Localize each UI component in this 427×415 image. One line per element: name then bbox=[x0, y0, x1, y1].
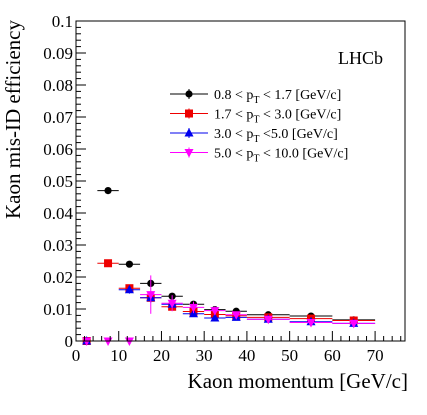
data-point bbox=[246, 315, 290, 325]
series-3 bbox=[76, 275, 376, 346]
x-tick-label: 10 bbox=[110, 346, 127, 365]
point-marker bbox=[124, 337, 134, 346]
data-point bbox=[182, 301, 205, 314]
y-tick-label: 0.02 bbox=[43, 268, 73, 287]
x-tick-label: 50 bbox=[281, 346, 298, 365]
data-point bbox=[204, 306, 226, 316]
legend-marker bbox=[185, 109, 193, 118]
legend-entry: 0.8 < pT < 1.7 [GeV/c] bbox=[170, 88, 341, 106]
point-marker bbox=[125, 260, 134, 268]
x-tick-label: 60 bbox=[324, 346, 341, 365]
y-axis-title: Kaon mis-ID efficiency bbox=[1, 20, 25, 220]
data-points bbox=[76, 187, 376, 346]
legend-entry: 3.0 < pT <5.0 [GeV/c] bbox=[170, 127, 338, 145]
axes: 0 10 20 30 40 50 60 70 0 0.01 0.02 0.03 0.04 0.05 0.06… bbox=[43, 12, 406, 365]
legend: 0.8 < pT < 1.7 [GeV/c] 1.7 < pT < 3.0 [Ge… bbox=[170, 88, 348, 165]
y-tick-label: 0.06 bbox=[43, 140, 73, 159]
point-marker bbox=[104, 259, 113, 268]
x-axis-title: Kaon momentum [GeV/c] bbox=[188, 369, 408, 393]
data-point bbox=[97, 187, 119, 195]
data-point bbox=[118, 284, 141, 294]
legend-entry: 5.0 < pT < 10.0 [GeV/c] bbox=[170, 147, 348, 165]
y-tick-label: 0.08 bbox=[43, 76, 73, 95]
point-marker bbox=[349, 319, 359, 329]
x-tick-label: 70 bbox=[367, 346, 384, 365]
x-tick-label: 30 bbox=[196, 346, 213, 365]
y-tick-label: 0.03 bbox=[43, 236, 73, 255]
data-point bbox=[118, 260, 141, 268]
data-point bbox=[140, 275, 162, 314]
y-tick-label: 0.09 bbox=[43, 44, 73, 63]
data-point bbox=[332, 319, 376, 329]
data-point bbox=[97, 337, 119, 346]
point-marker bbox=[231, 311, 241, 320]
data-point bbox=[97, 259, 119, 268]
legend-marker bbox=[185, 90, 193, 98]
data-point bbox=[204, 312, 226, 322]
point-marker bbox=[306, 318, 316, 328]
y-tick-label: 0.04 bbox=[43, 204, 73, 223]
series-1 bbox=[76, 259, 376, 345]
legend-label: 3.0 < pT <5.0 [GeV/c] bbox=[214, 127, 338, 145]
point-marker bbox=[103, 337, 113, 346]
x-tick-label: 0 bbox=[72, 346, 81, 365]
point-marker bbox=[189, 303, 198, 313]
legend-entry: 1.7 < pT < 3.0 [GeV/c] bbox=[170, 108, 341, 126]
point-marker bbox=[146, 291, 156, 300]
y-tick-label: 0.05 bbox=[43, 172, 73, 191]
x-tick-label: 20 bbox=[153, 346, 170, 365]
legend-label: 1.7 < pT < 3.0 [GeV/c] bbox=[214, 108, 341, 126]
data-point bbox=[289, 318, 333, 328]
legend-marker bbox=[184, 128, 194, 137]
point-marker bbox=[210, 307, 220, 316]
data-point bbox=[161, 295, 183, 312]
legend-label: 0.8 < pT < 1.7 [GeV/c] bbox=[214, 88, 341, 106]
x-tick-label: 40 bbox=[238, 346, 255, 365]
point-marker bbox=[124, 284, 134, 294]
y-tick-label: 0 bbox=[65, 332, 74, 351]
point-marker bbox=[263, 315, 273, 325]
y-tick-label: 0.1 bbox=[52, 12, 73, 31]
data-point bbox=[76, 337, 98, 346]
point-marker bbox=[210, 312, 220, 322]
data-point bbox=[225, 311, 247, 320]
point-marker bbox=[104, 187, 112, 195]
y-tick-label: 0.07 bbox=[43, 108, 73, 127]
series-0 bbox=[76, 187, 376, 345]
point-marker bbox=[167, 299, 177, 309]
legend-marker bbox=[184, 149, 194, 158]
experiment-label: LHCb bbox=[338, 48, 383, 68]
data-point bbox=[118, 337, 141, 346]
y-tick-label: 0.01 bbox=[43, 300, 73, 319]
legend-label: 5.0 < pT < 10.0 [GeV/c] bbox=[214, 147, 348, 165]
